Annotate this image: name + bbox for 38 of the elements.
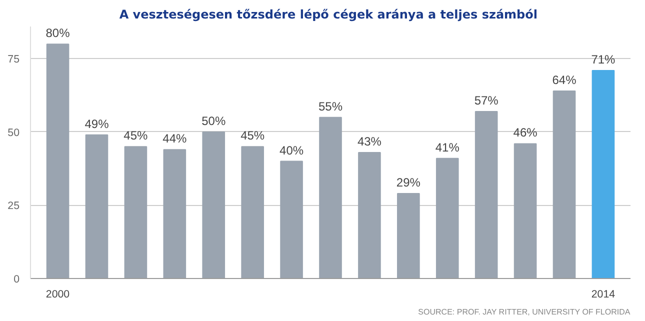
bar (163, 149, 186, 278)
y-tick-label: 0 (14, 274, 20, 286)
data-label: 57% (474, 93, 499, 108)
y-tick-label: 50 (8, 126, 20, 139)
data-label: 64% (552, 72, 577, 87)
data-label: 80% (46, 26, 70, 40)
data-label: 40% (280, 143, 304, 158)
bar (397, 193, 420, 278)
data-label: 43% (357, 134, 382, 148)
data-label: 55% (318, 99, 343, 114)
bar (514, 143, 537, 278)
y-tick-label: 25 (8, 200, 20, 212)
y-tick-label: 75 (8, 54, 20, 66)
data-label: 45% (124, 128, 148, 143)
bar (85, 134, 108, 278)
bar (436, 158, 459, 278)
data-label: 41% (435, 140, 460, 154)
data-label: 49% (84, 116, 110, 131)
data-label: 44% (162, 132, 187, 146)
chart-title: A veszteségesen tőzsdére lépő cégek aránya a teljes számból (119, 8, 538, 22)
bar (474, 110, 498, 278)
data-label: 29% (396, 176, 421, 190)
bar (319, 116, 342, 278)
data-label: 71% (591, 52, 616, 66)
bar (241, 146, 264, 278)
x-tick-label: 2014 (591, 288, 616, 300)
data-label: 46% (513, 126, 538, 140)
bar (124, 146, 148, 278)
bar (552, 90, 576, 278)
bar (358, 152, 381, 278)
data-label: 45% (240, 128, 265, 143)
bar (46, 44, 70, 278)
x-tick-label: 2000 (46, 288, 70, 300)
bar (592, 70, 615, 278)
bar (202, 131, 226, 278)
bar (280, 160, 303, 278)
source-note: SOURCE: PROF. JAY RITTER, UNIVERSITY OF FLORIDA (418, 308, 631, 316)
data-label: 50% (202, 114, 226, 128)
